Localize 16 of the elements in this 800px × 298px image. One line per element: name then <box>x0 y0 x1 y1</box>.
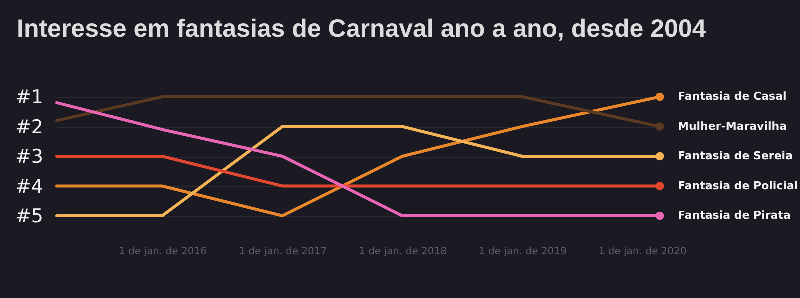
y-tick-label: #3 <box>15 146 44 168</box>
series-label: Fantasia de Casal <box>678 90 787 103</box>
x-tick-label: 1 de jan. de 2019 <box>478 246 567 258</box>
series-label: Fantasia de Pirata <box>678 209 791 222</box>
y-tick-label: #1 <box>15 86 44 108</box>
series-label: Mulher-Maravilha <box>678 120 788 133</box>
y-tick-label: #5 <box>15 206 44 228</box>
series-label: Fantasia de Sereia <box>678 150 794 162</box>
y-tick-label: #2 <box>15 116 44 138</box>
series-label: Fantasia de Policial <box>678 179 798 192</box>
y-tick-label: #4 <box>15 176 44 198</box>
x-tick-label: 1 de jan. de 2020 <box>598 246 687 258</box>
x-tick-label: 1 de jan. de 2018 <box>359 246 447 258</box>
x-tick-label: 1 de jan. de 2016 <box>118 246 207 258</box>
x-tick-label: 1 de jan. de 2017 <box>239 246 328 258</box>
chart-title: Interesse em fantasias de Carnaval ano a ano, desde 2004 <box>17 15 706 43</box>
